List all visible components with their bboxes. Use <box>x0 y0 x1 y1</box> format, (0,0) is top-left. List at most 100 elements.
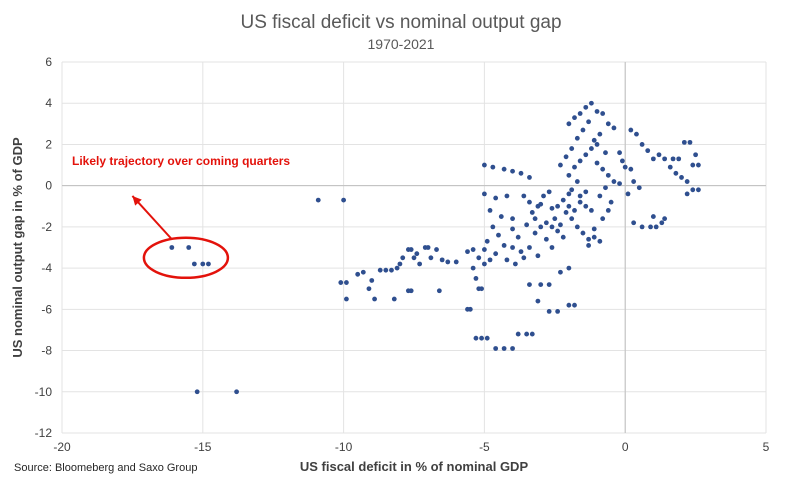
data-point <box>555 203 561 209</box>
data-point <box>628 127 634 133</box>
data-point <box>529 331 535 337</box>
data-point <box>512 261 518 267</box>
data-point <box>569 187 575 193</box>
data-point <box>687 139 693 145</box>
data-point <box>484 335 490 341</box>
data-point <box>681 139 687 145</box>
data-point <box>535 203 541 209</box>
data-point <box>453 259 459 265</box>
data-point <box>597 238 603 244</box>
data-point <box>504 257 510 263</box>
data-point <box>493 251 499 257</box>
data-point <box>501 166 507 172</box>
data-point <box>566 172 572 178</box>
data-point <box>659 220 665 226</box>
data-point <box>408 247 414 252</box>
data-point <box>600 111 606 116</box>
data-point <box>580 230 586 236</box>
data-point <box>191 261 197 267</box>
y-tick-label: 2 <box>45 137 52 151</box>
annotation: Likely trajectory over coming quarters <box>72 154 290 280</box>
x-tick-label: -10 <box>335 440 353 454</box>
data-point <box>479 335 484 341</box>
axes <box>62 62 766 433</box>
data-point <box>372 296 377 302</box>
data-point <box>605 208 611 213</box>
annotation-arrow <box>131 195 173 240</box>
data-point <box>546 189 552 195</box>
annotation-text: Likely trajectory over coming quarters <box>72 154 290 168</box>
data-point <box>558 222 563 228</box>
data-point <box>662 156 668 162</box>
data-point <box>527 199 532 205</box>
data-point <box>586 243 591 248</box>
data-point <box>684 191 690 197</box>
data-point <box>603 185 608 191</box>
data-point <box>583 189 589 195</box>
x-tick-label: 0 <box>622 440 629 454</box>
data-point <box>366 286 372 292</box>
data-point <box>524 222 530 228</box>
x-axis-title: US fiscal deficit in % of nominal GDP <box>300 459 529 474</box>
data-point <box>473 276 479 281</box>
data-point <box>631 179 637 184</box>
chart-title: US fiscal deficit vs nominal output gap <box>240 12 562 33</box>
data-point <box>434 247 439 252</box>
data-point <box>558 162 563 168</box>
data-point <box>425 245 431 250</box>
data-point <box>169 245 175 250</box>
data-point <box>639 142 645 147</box>
x-tick-label: 5 <box>763 440 770 454</box>
data-point <box>417 261 423 267</box>
data-point <box>560 197 566 203</box>
data-point <box>569 146 575 151</box>
data-point <box>484 238 490 244</box>
data-point <box>574 224 580 230</box>
data-point <box>515 331 521 337</box>
data-point <box>535 253 541 259</box>
data-point <box>546 282 552 287</box>
data-point <box>574 179 580 184</box>
data-point <box>676 156 682 162</box>
data-point <box>667 164 673 170</box>
data-point <box>465 249 470 255</box>
data-point <box>636 185 642 191</box>
data-point <box>594 142 600 147</box>
data-point <box>515 234 521 240</box>
data-point <box>583 104 589 110</box>
data-point <box>577 111 583 116</box>
data-point <box>234 389 239 395</box>
data-point <box>383 267 389 273</box>
y-tick-label: -10 <box>35 385 53 399</box>
data-point <box>186 245 192 250</box>
data-point <box>490 224 496 230</box>
data-point <box>501 346 507 351</box>
data-point <box>355 271 361 277</box>
data-point <box>634 131 639 137</box>
data-point <box>498 214 504 219</box>
data-point <box>673 170 679 176</box>
data-point <box>510 216 515 222</box>
data-point <box>521 193 527 199</box>
data-point <box>563 154 569 160</box>
data-point <box>617 150 622 156</box>
data-point <box>631 220 637 226</box>
data-point <box>510 245 515 250</box>
data-point <box>479 286 484 292</box>
data-point <box>360 269 366 275</box>
data-point <box>341 197 346 203</box>
data-point <box>411 255 417 261</box>
grid-lines <box>61 61 767 434</box>
data-point <box>679 175 684 180</box>
data-point <box>690 187 696 193</box>
data-point <box>572 302 577 308</box>
data-point <box>566 302 572 308</box>
data-point <box>591 234 597 240</box>
data-point <box>656 152 662 158</box>
data-point <box>527 282 532 287</box>
data-point <box>597 193 603 199</box>
data-point <box>482 261 487 267</box>
data-point <box>589 208 594 213</box>
data-point <box>344 280 349 285</box>
data-point <box>622 164 628 170</box>
